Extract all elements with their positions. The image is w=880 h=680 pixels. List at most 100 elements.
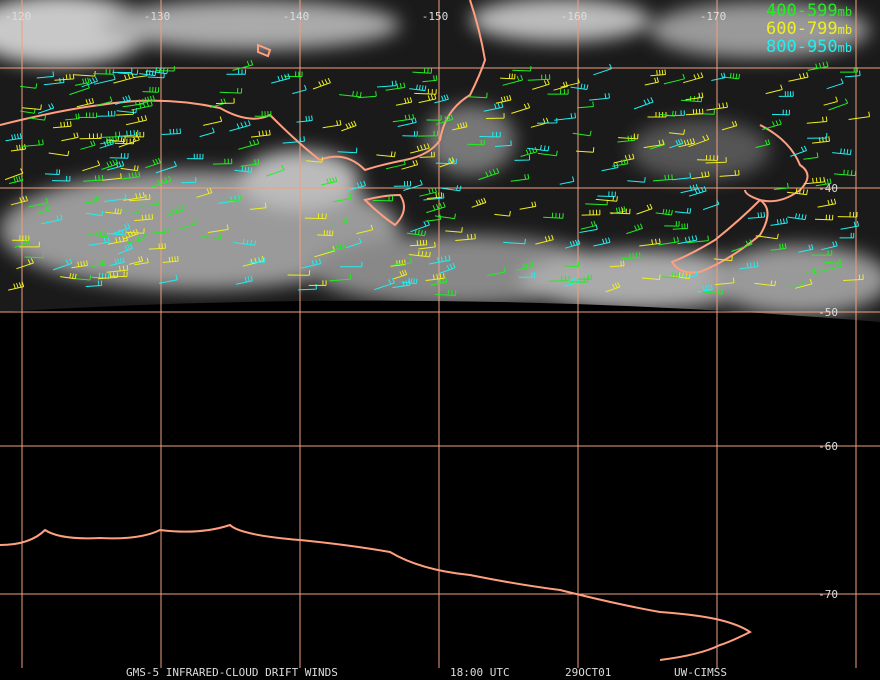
wind-barb	[434, 213, 456, 220]
wind-barb	[765, 84, 783, 95]
wind-barb	[790, 145, 808, 157]
wind-barb	[148, 243, 166, 250]
wind-barb	[828, 98, 849, 111]
wind-barb	[333, 193, 352, 203]
wind-barb	[782, 280, 803, 287]
wind-barb	[564, 239, 581, 249]
wind-barb	[248, 257, 266, 263]
wind-barb	[199, 127, 215, 138]
wind-barb	[94, 74, 116, 85]
wind-barb	[848, 111, 871, 120]
wind-barb	[680, 95, 703, 103]
wind-barb	[54, 73, 75, 81]
wind-barb	[88, 237, 110, 246]
wind-barb	[85, 196, 101, 204]
wind-barb	[96, 110, 116, 117]
wind-barb	[8, 175, 24, 184]
wind-barb	[224, 195, 241, 202]
wind-barb	[419, 187, 437, 197]
wind-barb	[495, 95, 512, 104]
wind-barb	[120, 165, 139, 172]
wind-barb	[678, 138, 696, 148]
latitude-label: -70	[818, 588, 838, 601]
wind-barb	[53, 258, 73, 271]
longitude-label: -130	[144, 10, 171, 23]
wind-barb	[372, 195, 394, 202]
wind-barb	[254, 111, 272, 117]
wind-barb	[580, 220, 596, 230]
wind-barb	[423, 192, 445, 201]
coastline	[0, 523, 752, 661]
wind-barb	[201, 233, 222, 239]
wind-barb	[106, 229, 127, 236]
wind-barb	[124, 207, 141, 213]
wind-barb	[438, 262, 456, 275]
wind-barb	[48, 150, 70, 157]
wind-barb	[339, 91, 362, 98]
wind-barb	[486, 266, 506, 277]
longitude-label: -160	[561, 10, 588, 23]
wind-barb	[117, 129, 139, 137]
wind-barb	[77, 112, 98, 119]
wind-barb	[83, 174, 104, 182]
wind-barb	[178, 218, 197, 230]
wind-barb	[121, 171, 141, 180]
wind-barb	[21, 139, 44, 147]
wind-barb	[81, 76, 98, 88]
wind-barb	[722, 72, 741, 80]
footer-text: 29OCT01	[565, 666, 611, 679]
wind-barb	[410, 143, 430, 154]
wind-barb	[104, 193, 127, 202]
wind-barb	[44, 169, 61, 175]
wind-barb	[250, 129, 271, 138]
wind-barb	[408, 250, 431, 258]
wind-barb	[196, 187, 213, 198]
wind-barb	[535, 234, 554, 245]
wind-barb	[439, 156, 455, 168]
wind-barb	[76, 97, 95, 108]
wind-barb	[52, 121, 72, 129]
wind-barb	[61, 132, 79, 142]
wind-barb	[317, 230, 334, 237]
wind-barb	[434, 94, 449, 104]
wind-barb	[337, 147, 358, 154]
wind-barb	[10, 195, 28, 206]
wind-barb	[770, 218, 788, 226]
wind-barb	[715, 277, 735, 286]
wind-barb	[697, 284, 713, 293]
wind-barb	[445, 227, 463, 233]
footer: GMS-5 INFRARED-CLOUD DRIFT WINDS 18:00 UT…	[126, 666, 727, 679]
wind-barb	[719, 169, 740, 177]
longitude-label: -140	[283, 10, 310, 23]
wind-barb	[597, 191, 616, 198]
wind-barb	[686, 235, 709, 244]
legend-unit: mb	[838, 5, 852, 19]
wind-barb	[669, 138, 684, 149]
wind-barb	[419, 151, 435, 158]
wind-barb	[581, 209, 601, 216]
wind-barb	[660, 110, 677, 117]
wind-barb	[701, 288, 724, 295]
wind-barb	[548, 275, 570, 282]
wind-barb	[376, 151, 396, 158]
wind-barb	[215, 98, 235, 104]
wind-barb	[357, 91, 377, 99]
wind-barb	[118, 134, 140, 148]
wind-barb	[16, 258, 34, 270]
wind-barb	[711, 72, 726, 81]
wind-barb	[100, 136, 118, 145]
wind-barb	[24, 252, 44, 259]
wind-barb	[345, 237, 362, 249]
wind-barb	[235, 275, 253, 285]
wind-barb	[385, 159, 406, 170]
wind-barb	[661, 272, 679, 279]
wind-barb	[5, 133, 22, 142]
wind-barb	[115, 95, 131, 105]
wind-barb	[755, 139, 771, 148]
wind-barb	[105, 208, 122, 215]
wind-barb	[240, 158, 260, 167]
wind-barb	[218, 195, 241, 204]
wind-barb	[304, 213, 327, 220]
wind-barb	[519, 272, 536, 278]
